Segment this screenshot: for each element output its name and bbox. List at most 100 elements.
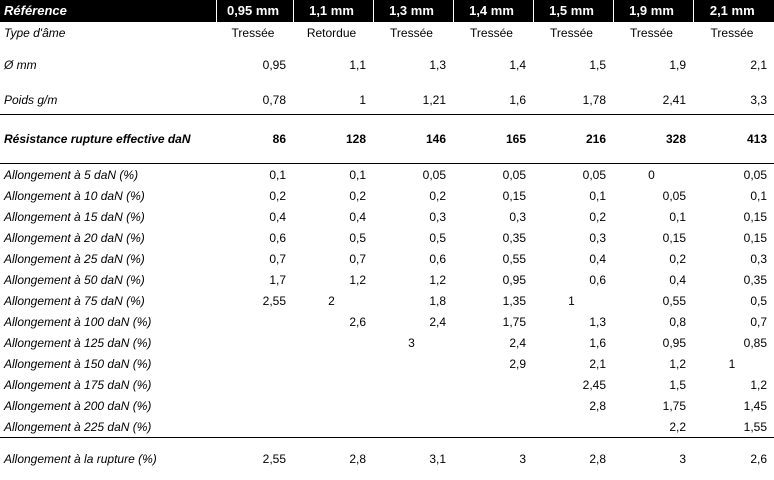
elongation-cell <box>453 395 533 416</box>
type-cell: Retordue <box>293 22 373 44</box>
elongation-cell: 1,55 <box>693 416 774 438</box>
resistance-row: Résistance rupture effective daN 86 128 … <box>0 115 774 164</box>
elongation-cell: 0,15 <box>693 227 774 248</box>
elongation-cell: 1,75 <box>453 311 533 332</box>
elongation-cell: 0,05 <box>613 185 693 206</box>
diameter-cell: 2,1 <box>693 44 774 86</box>
elongation-cell: 1,2 <box>293 269 373 290</box>
elongation-cell: 0,6 <box>216 227 293 248</box>
elongation-label: Allongement à 25 daN (%) <box>0 248 216 269</box>
elongation-cell: 0,35 <box>453 227 533 248</box>
elongation-cell: 0 <box>613 164 693 186</box>
elongation-cell: 1,45 <box>693 395 774 416</box>
elongation-cell: 1,6 <box>533 332 613 353</box>
elongation-cell: 0,05 <box>533 164 613 186</box>
weight-cell: 1,21 <box>373 86 453 115</box>
elongation-cell: 0,95 <box>613 332 693 353</box>
elongation-cell: 2,2 <box>613 416 693 438</box>
elongation-label: Allongement à 15 daN (%) <box>0 206 216 227</box>
rupture-row: Allongement à la rupture (%) 2,55 2,8 3,… <box>0 438 774 480</box>
weight-cell: 0,78 <box>216 86 293 115</box>
type-cell: Tressée <box>693 22 774 44</box>
elongation-cell: 0,55 <box>453 248 533 269</box>
elongation-cell: 0,85 <box>693 332 774 353</box>
elongation-cell: 1,5 <box>613 374 693 395</box>
elongation-cell: 0,1 <box>613 206 693 227</box>
elongation-cell: 0,6 <box>373 248 453 269</box>
elongation-cell: 1,3 <box>533 311 613 332</box>
elongation-label: Allongement à 5 daN (%) <box>0 164 216 186</box>
elongation-cell <box>216 353 293 374</box>
elongation-cell: 0,8 <box>613 311 693 332</box>
diameter-cell: 1,5 <box>533 44 613 86</box>
resistance-cell: 165 <box>453 115 533 164</box>
elongation-cell <box>453 374 533 395</box>
elongation-label: Allongement à 125 daN (%) <box>0 332 216 353</box>
elongation-cell <box>533 416 613 438</box>
elongation-cell: 0,05 <box>373 164 453 186</box>
elongation-cell: 0,2 <box>613 248 693 269</box>
weight-label: Poids g/m <box>0 86 216 115</box>
header-col-13: 1,3 mm <box>373 0 453 22</box>
elongation-cell: 1,8 <box>373 290 453 311</box>
header-col-21: 2,1 mm <box>693 0 774 22</box>
elongation-cell: 3 <box>373 332 453 353</box>
type-cell: Tressée <box>373 22 453 44</box>
elongation-cell <box>293 395 373 416</box>
elongation-cell: 0,4 <box>613 269 693 290</box>
elongation-cell <box>293 416 373 438</box>
elongation-cell <box>216 311 293 332</box>
rupture-cell: 2,55 <box>216 438 293 480</box>
rupture-cell: 2,8 <box>293 438 373 480</box>
elongation-cell: 0,2 <box>533 206 613 227</box>
elongation-cell: 1,7 <box>216 269 293 290</box>
header-col-19: 1,9 mm <box>613 0 693 22</box>
resistance-cell: 216 <box>533 115 613 164</box>
elongation-cell: 0,95 <box>453 269 533 290</box>
elongation-label: Allongement à 225 daN (%) <box>0 416 216 438</box>
elongation-label: Allongement à 200 daN (%) <box>0 395 216 416</box>
elongation-cell: 0,1 <box>533 185 613 206</box>
type-label: Type d'âme <box>0 22 216 44</box>
diameter-row: Ø mm 0,95 1,1 1,3 1,4 1,5 1,9 2,1 <box>0 44 774 86</box>
elongation-cell: 1,2 <box>693 374 774 395</box>
resistance-cell: 128 <box>293 115 373 164</box>
elongation-cell: 2,6 <box>293 311 373 332</box>
header-col-15: 1,5 mm <box>533 0 613 22</box>
diameter-cell: 1,1 <box>293 44 373 86</box>
elongation-cell: 0,3 <box>693 248 774 269</box>
elongation-label: Allongement à 150 daN (%) <box>0 353 216 374</box>
elongation-cell: 1,75 <box>613 395 693 416</box>
elongation-cell: 0,15 <box>693 206 774 227</box>
elongation-cell: 0,35 <box>693 269 774 290</box>
elongation-cell: 0,1 <box>216 164 293 186</box>
elongation-cell: 0,3 <box>453 206 533 227</box>
elongation-cell: 0,7 <box>216 248 293 269</box>
type-cell: Tressée <box>533 22 613 44</box>
elongation-cell: 0,4 <box>293 206 373 227</box>
elongation-cell <box>293 353 373 374</box>
header-col-14: 1,4 mm <box>453 0 533 22</box>
elongation-cell: 2,4 <box>373 311 453 332</box>
type-cell: Tressée <box>453 22 533 44</box>
resistance-cell: 328 <box>613 115 693 164</box>
elongation-cell: 0,15 <box>613 227 693 248</box>
elongation-cell <box>373 416 453 438</box>
resistance-cell: 146 <box>373 115 453 164</box>
elongation-cell: 1 <box>693 353 774 374</box>
elongation-cell: 0,4 <box>216 206 293 227</box>
diameter-cell: 0,95 <box>216 44 293 86</box>
elongation-cell: 0,55 <box>613 290 693 311</box>
elongation-cell <box>373 395 453 416</box>
elongation-cell: 0,05 <box>693 164 774 186</box>
elongation-cell: 0,7 <box>693 311 774 332</box>
weight-cell: 1,6 <box>453 86 533 115</box>
elongation-cell <box>453 416 533 438</box>
